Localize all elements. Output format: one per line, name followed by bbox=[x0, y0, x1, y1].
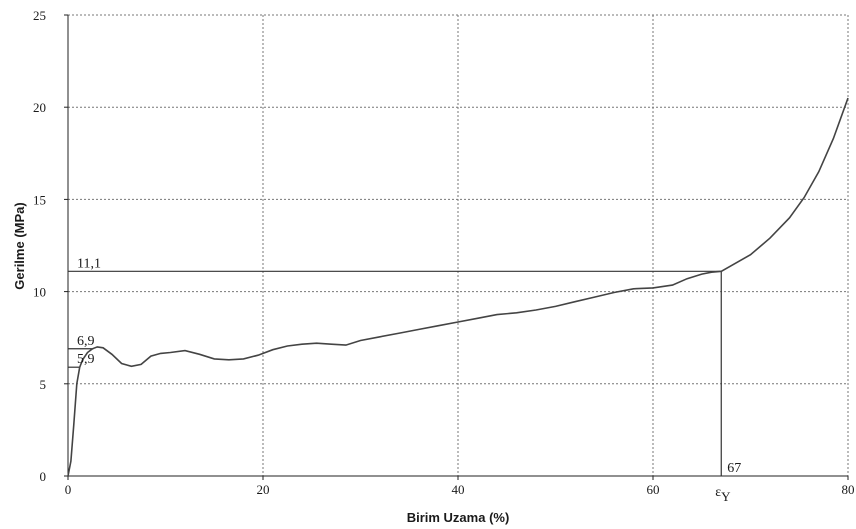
y-tick-label: 0 bbox=[40, 469, 47, 484]
stress-strain-curve bbox=[67, 97, 849, 477]
x-tick-label: 80 bbox=[842, 482, 855, 497]
x-tick-label: 20 bbox=[257, 482, 270, 497]
annotation-upper-stress: 6,9 bbox=[77, 334, 95, 349]
y-tick-label: 5 bbox=[40, 377, 47, 392]
x-tick-label: 0 bbox=[65, 482, 72, 497]
annotations: 11,1 6,9 5,9 67 εY bbox=[77, 256, 741, 504]
y-tick-label: 15 bbox=[33, 192, 46, 207]
x-tick-label: 60 bbox=[647, 482, 660, 497]
axes bbox=[64, 14, 849, 480]
reference-lines bbox=[68, 270, 722, 476]
y-tick-label: 20 bbox=[33, 100, 46, 115]
annotation-yield-strain: 67 bbox=[727, 461, 741, 476]
y-tick-label: 25 bbox=[33, 8, 46, 23]
y-tick-label: 10 bbox=[33, 285, 46, 300]
tick-labels: 0 20 40 60 80 0 5 10 15 20 25 bbox=[33, 8, 855, 497]
annotation-lower-stress: 5,9 bbox=[77, 352, 95, 367]
x-tick-label: 40 bbox=[452, 482, 465, 497]
yield-reference-line bbox=[68, 270, 722, 476]
annotation-yield-stress: 11,1 bbox=[77, 256, 101, 271]
grid-lines bbox=[68, 14, 849, 476]
y-axis-label: Gerilme (MPa) bbox=[12, 202, 27, 289]
data-series bbox=[67, 97, 849, 477]
x-axis-label: Birim Uzama (%) bbox=[407, 510, 510, 525]
epsilon-y-label: εY bbox=[715, 485, 731, 504]
epsilon-subscript: Y bbox=[721, 489, 731, 504]
